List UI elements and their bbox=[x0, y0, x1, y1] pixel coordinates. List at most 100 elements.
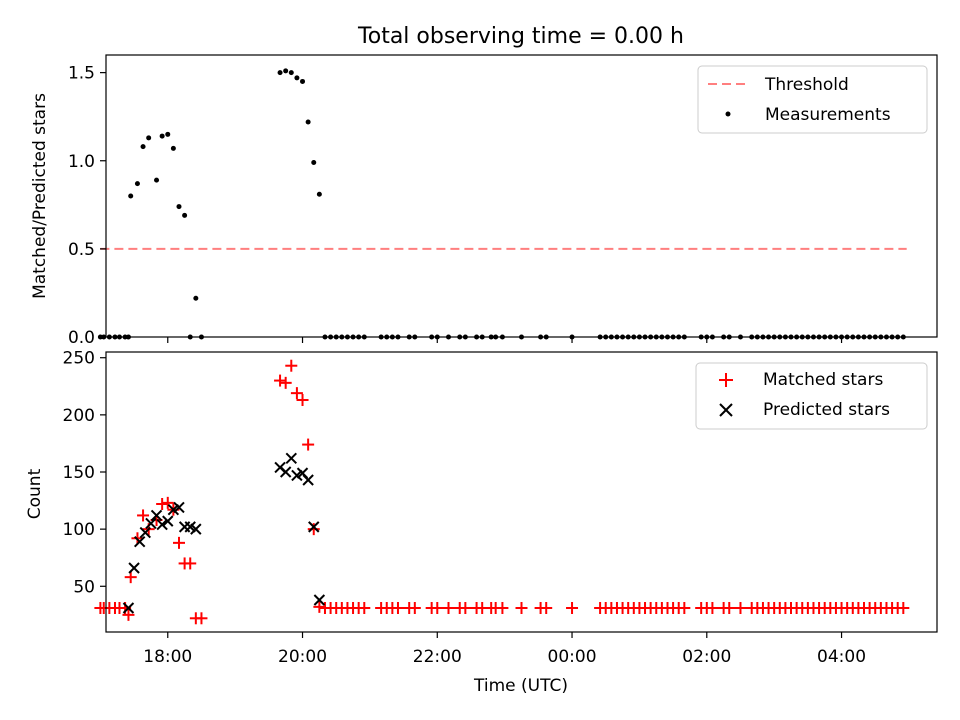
measurement-point bbox=[176, 204, 182, 210]
top-y-axis: 0.0 0.5 1.0 1.5 bbox=[68, 64, 106, 348]
matched-star-point bbox=[307, 523, 320, 536]
matched-star-point bbox=[137, 509, 150, 522]
x-tick-label: 20:00 bbox=[278, 647, 327, 667]
top-axes-frame bbox=[105, 54, 938, 338]
legend-measurements-label: Measurements bbox=[765, 105, 891, 125]
top-x-axis bbox=[167, 337, 843, 343]
predicted-star-point bbox=[308, 521, 320, 533]
bottom-axes-frame bbox=[105, 351, 938, 633]
top-panel: Total observing time = 0.00 h Matched/Pr… bbox=[30, 24, 938, 348]
measurement-point bbox=[311, 160, 317, 166]
measurement-point bbox=[140, 144, 146, 150]
x-tick-label: 00:00 bbox=[548, 647, 597, 667]
top-plot-area bbox=[97, 68, 907, 340]
matched-star-point bbox=[897, 602, 910, 614]
matched-star-point bbox=[279, 376, 292, 389]
matched-star-point bbox=[734, 602, 747, 614]
matched-star-point bbox=[296, 394, 309, 406]
measurement-point bbox=[283, 68, 289, 74]
matched-star-point bbox=[184, 557, 197, 570]
predicted-star-point bbox=[122, 602, 135, 614]
predicted-star-point bbox=[133, 536, 146, 548]
bottom-y-tick-label: 150 bbox=[63, 463, 95, 483]
measurement-point bbox=[316, 191, 322, 197]
top-y-axis-label: Matched/Predicted stars bbox=[30, 93, 50, 299]
legend-threshold-label: Threshold bbox=[764, 75, 849, 95]
x-tick-label: 04:00 bbox=[817, 647, 866, 667]
predicted-star-point bbox=[285, 452, 297, 464]
predicted-star-point bbox=[128, 562, 140, 574]
measurement-point bbox=[154, 177, 160, 183]
top-y-tick-label: 0.0 bbox=[68, 328, 95, 348]
matched-star-point bbox=[391, 602, 404, 614]
bottom-legend-box bbox=[695, 362, 928, 430]
matched-star-point bbox=[313, 600, 326, 613]
measurement-point bbox=[193, 295, 199, 301]
top-legend-box bbox=[697, 65, 928, 134]
matched-star-point bbox=[723, 602, 736, 614]
predicted-star-point bbox=[139, 526, 152, 539]
bottom-y-tick-label: 100 bbox=[63, 520, 95, 540]
bottom-y-axis-label: Count bbox=[25, 468, 45, 519]
matched-star-point bbox=[290, 387, 303, 400]
matched-star-point bbox=[496, 602, 509, 614]
bottom-y-tick-label: 250 bbox=[63, 349, 95, 369]
predicted-star-point bbox=[190, 523, 202, 535]
matched-star-point bbox=[566, 602, 579, 614]
matched-star-point bbox=[515, 602, 528, 614]
matched-star-point bbox=[408, 602, 421, 614]
predicted-star-point bbox=[156, 518, 168, 531]
top-y-tick-label: 1.0 bbox=[68, 152, 95, 172]
predicted-legend-x-icon bbox=[719, 403, 733, 417]
x-axis-label: Time (UTC) bbox=[473, 676, 568, 696]
measurement-point bbox=[159, 133, 165, 139]
legend-predicted-label: Predicted stars bbox=[763, 400, 890, 420]
predicted-star-point bbox=[150, 509, 163, 522]
matched-star-point bbox=[431, 602, 444, 614]
chart-title: Total observing time = 0.00 h bbox=[357, 24, 684, 49]
matched-star-point bbox=[195, 612, 208, 625]
x-tick-label: 02:00 bbox=[682, 647, 731, 667]
measurement-point bbox=[288, 70, 294, 76]
predicted-star-point bbox=[279, 466, 292, 478]
measurement-point bbox=[182, 212, 188, 218]
matched-star-point bbox=[156, 498, 169, 510]
predicted-star-point bbox=[173, 501, 185, 514]
predicted-star-point bbox=[162, 515, 174, 527]
matched-star-point bbox=[706, 602, 719, 614]
predicted-star-point bbox=[302, 474, 314, 486]
predicted-star-point bbox=[145, 517, 157, 530]
top-y-tick-label: 0.5 bbox=[68, 240, 95, 260]
matched-star-point bbox=[161, 496, 174, 509]
bottom-y-tick-label: 200 bbox=[63, 406, 95, 426]
matched-star-point bbox=[442, 602, 455, 614]
matched-star-point bbox=[124, 571, 137, 584]
bottom-legend: Matched stars Predicted stars bbox=[695, 362, 928, 430]
matched-star-point bbox=[540, 602, 553, 614]
matched-star-point bbox=[358, 602, 371, 614]
bottom-panel: Count Time (UTC) 50 100 150 200 250 18:00 20:… bbox=[25, 349, 938, 696]
measurement-point bbox=[305, 119, 311, 125]
measurement-point bbox=[300, 78, 306, 84]
measurement-point bbox=[146, 135, 152, 141]
matched-star-point bbox=[678, 602, 691, 614]
legend-matched-label: Matched stars bbox=[763, 370, 883, 390]
matched-star-point bbox=[285, 359, 298, 372]
measurement-point bbox=[134, 181, 140, 187]
x-tick-label: 22:00 bbox=[413, 647, 462, 667]
measurement-point bbox=[128, 193, 134, 199]
measurement-point bbox=[277, 70, 283, 76]
top-legend: Threshold Measurements bbox=[697, 65, 928, 134]
measurement-point bbox=[294, 75, 300, 81]
matched-star-point bbox=[274, 374, 287, 387]
matched-legend-plus-icon bbox=[719, 373, 733, 387]
measurement-point bbox=[165, 131, 171, 137]
x-tick-label: 18:00 bbox=[143, 647, 192, 667]
bottom-plot-area bbox=[94, 359, 910, 625]
matched-star-point bbox=[459, 602, 472, 614]
measurement-point bbox=[170, 145, 176, 151]
matched-star-point bbox=[172, 536, 185, 549]
bottom-y-tick-label: 50 bbox=[73, 577, 95, 597]
matched-star-point bbox=[122, 608, 135, 621]
